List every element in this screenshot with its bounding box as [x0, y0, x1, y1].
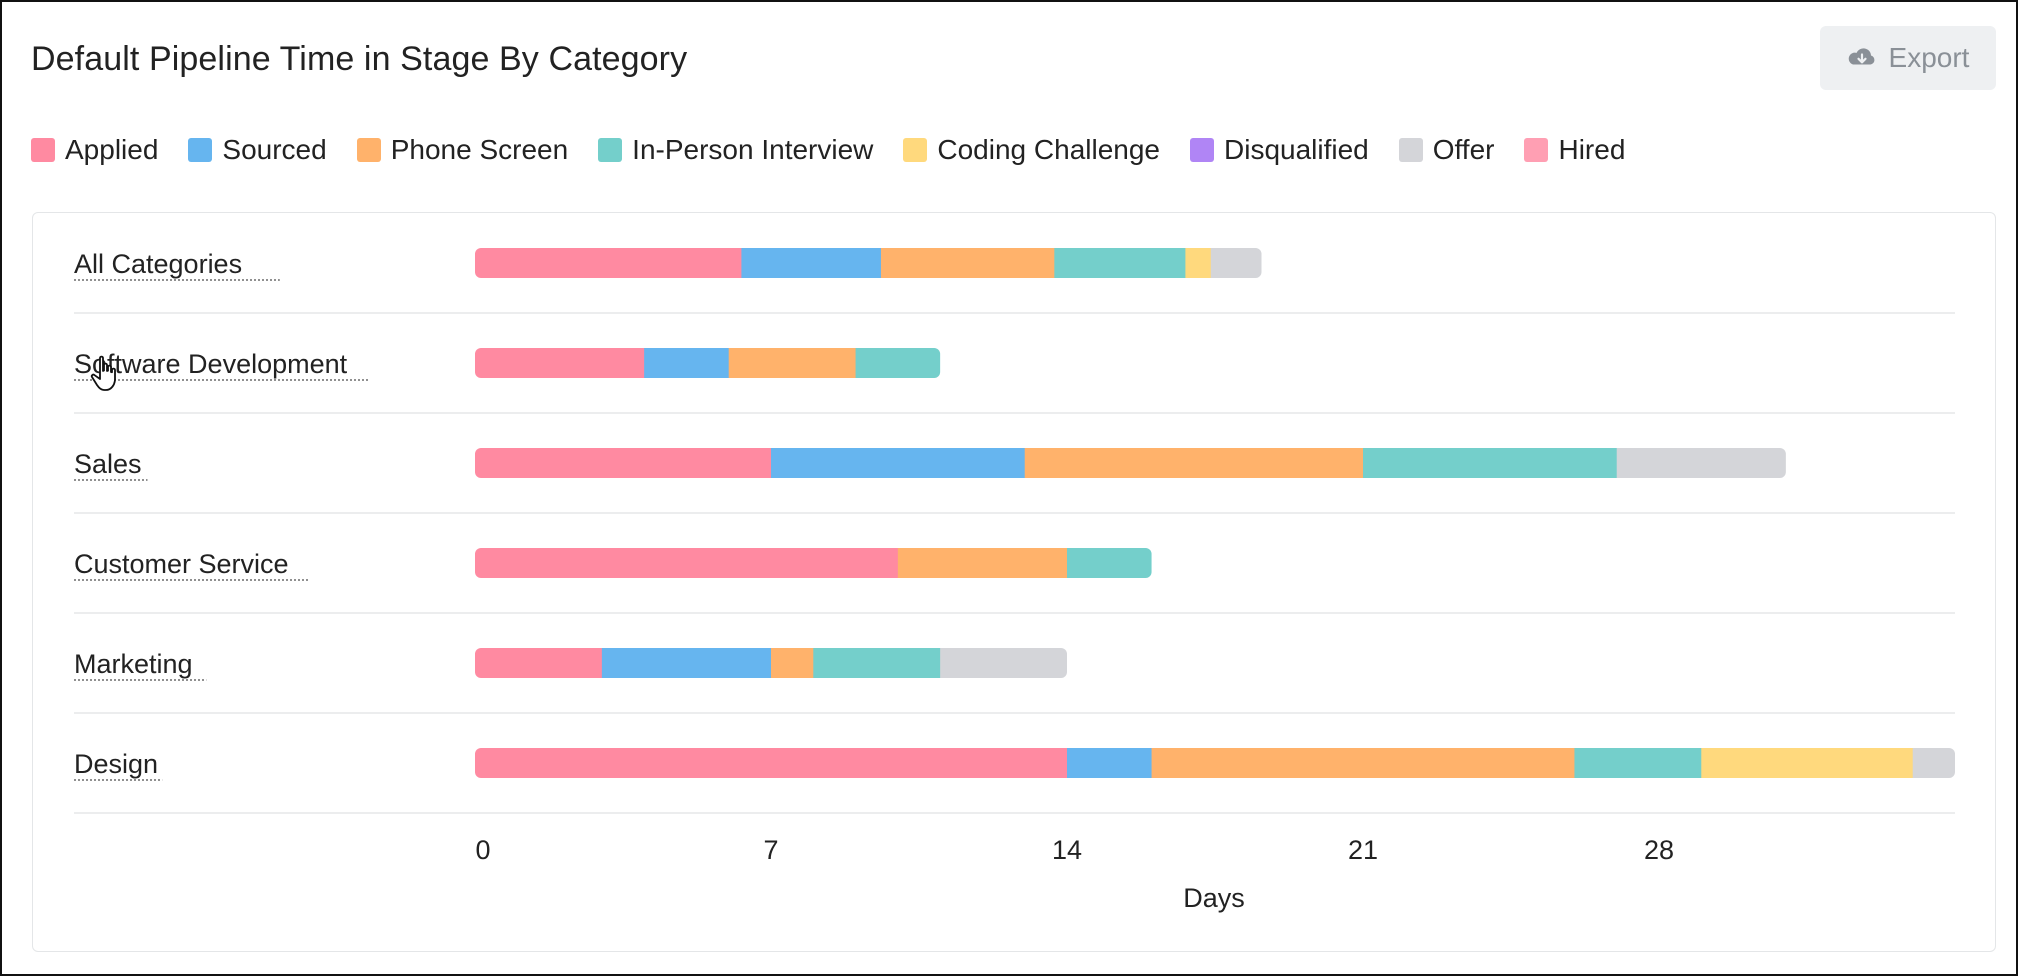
- bar-segment-applied[interactable]: [475, 448, 772, 478]
- bar-segment-coding-challenge[interactable]: [1185, 248, 1212, 278]
- x-tick-label: 14: [1052, 835, 1082, 865]
- bar-segment-phone-screen[interactable]: [1151, 748, 1575, 778]
- chart-legend: Applied Sourced Phone Screen In-Person Inte…: [31, 134, 1625, 166]
- bar-segment-phone-screen[interactable]: [897, 548, 1068, 578]
- bar-segment-in-person-interview[interactable]: [1363, 448, 1618, 478]
- bar-group: [475, 748, 1956, 778]
- bar-segment-coding-challenge[interactable]: [1701, 748, 1914, 778]
- export-button[interactable]: Export: [1820, 26, 1996, 90]
- legend-item-applied[interactable]: Applied: [31, 134, 158, 166]
- bar-segment-sourced[interactable]: [1067, 748, 1153, 778]
- bar-segment-sourced[interactable]: [741, 248, 882, 278]
- bar-group: [475, 448, 1786, 478]
- x-axis-title: Days: [1183, 883, 1245, 913]
- bar-group: [475, 348, 941, 378]
- category-label[interactable]: Marketing: [74, 649, 193, 679]
- category-label[interactable]: Customer Service: [74, 549, 289, 579]
- bar-segment-applied[interactable]: [475, 748, 1068, 778]
- legend-swatch: [903, 138, 928, 162]
- legend-label: Offer: [1432, 134, 1495, 165]
- legend-item-coding-challenge[interactable]: Coding Challenge: [903, 134, 1160, 166]
- bar-segment-in-person-interview[interactable]: [1067, 548, 1152, 578]
- bar-segment-applied[interactable]: [475, 648, 603, 678]
- legend-label: Applied: [65, 134, 159, 165]
- hand-cursor-icon: [90, 355, 116, 391]
- legend-item-phone-screen[interactable]: Phone Screen: [356, 134, 569, 166]
- legend-label: Hired: [1558, 134, 1626, 165]
- legend-swatch: [1190, 138, 1214, 162]
- legend-label: Sourced: [222, 134, 327, 165]
- bar-segment-offer[interactable]: [940, 648, 1067, 678]
- bar-segment-phone-screen[interactable]: [1024, 448, 1364, 478]
- bar-segment-in-person-interview[interactable]: [855, 348, 941, 378]
- legend-item-offer[interactable]: Offer: [1398, 134, 1495, 166]
- bar-segment-sourced[interactable]: [771, 448, 1026, 478]
- legend-swatch: [1524, 138, 1549, 162]
- chart-panel: All Categories Software Development Sales C…: [32, 212, 1996, 952]
- chart-title: Default Pipeline Time in Stage By Catego…: [31, 40, 688, 78]
- category-label[interactable]: Design: [74, 749, 158, 779]
- bar-segment-in-person-interview[interactable]: [1054, 248, 1186, 278]
- bar-segment-offer[interactable]: [1912, 748, 1956, 778]
- stacked-bar-chart: All Categories Software Development Sales C…: [74, 248, 1956, 913]
- bar-group: [475, 548, 1152, 578]
- category-label[interactable]: Software Development: [74, 349, 348, 379]
- bar-segment-sourced[interactable]: [601, 648, 772, 678]
- bar-group: [475, 648, 1067, 678]
- bar-segment-in-person-interview[interactable]: [813, 648, 941, 678]
- legend-label: In-Person Interview: [632, 134, 874, 165]
- legend-label: Phone Screen: [390, 134, 569, 165]
- legend-swatch: [188, 138, 213, 162]
- legend-swatch: [598, 138, 623, 162]
- bar-segment-applied[interactable]: [475, 348, 645, 378]
- legend-item-in-person-interview[interactable]: In-Person Interview: [598, 134, 873, 166]
- legend-swatch: [356, 138, 381, 162]
- legend-swatch: [31, 138, 55, 162]
- x-tick-label: 28: [1644, 835, 1674, 865]
- bar-segment-sourced[interactable]: [644, 348, 730, 378]
- bar-segment-in-person-interview[interactable]: [1574, 748, 1702, 778]
- legend-item-sourced[interactable]: Sourced: [188, 134, 327, 166]
- legend-swatch: [1398, 138, 1423, 162]
- legend-label: Coding Challenge: [937, 134, 1160, 165]
- x-tick-label: 0: [475, 835, 490, 865]
- bar-segment-phone-screen[interactable]: [728, 348, 857, 378]
- category-label[interactable]: All Categories: [74, 249, 242, 279]
- x-tick-label: 21: [1348, 835, 1378, 865]
- legend-label: Disqualified: [1224, 134, 1369, 165]
- export-label: Export: [1888, 42, 1970, 73]
- x-tick-label: 7: [763, 835, 778, 865]
- bar-segment-applied[interactable]: [475, 548, 899, 578]
- cloud-download-icon: [1848, 48, 1874, 65]
- bar-segment-offer[interactable]: [1210, 248, 1262, 278]
- bar-segment-phone-screen[interactable]: [880, 248, 1055, 278]
- bar-segment-applied[interactable]: [475, 248, 742, 278]
- legend-item-disqualified[interactable]: Disqualified: [1190, 134, 1369, 166]
- bar-segment-phone-screen[interactable]: [771, 648, 814, 678]
- category-label[interactable]: Sales: [74, 449, 142, 479]
- legend-item-hired[interactable]: Hired: [1524, 134, 1625, 166]
- bar-segment-offer[interactable]: [1616, 448, 1787, 478]
- bar-group: [475, 248, 1262, 278]
